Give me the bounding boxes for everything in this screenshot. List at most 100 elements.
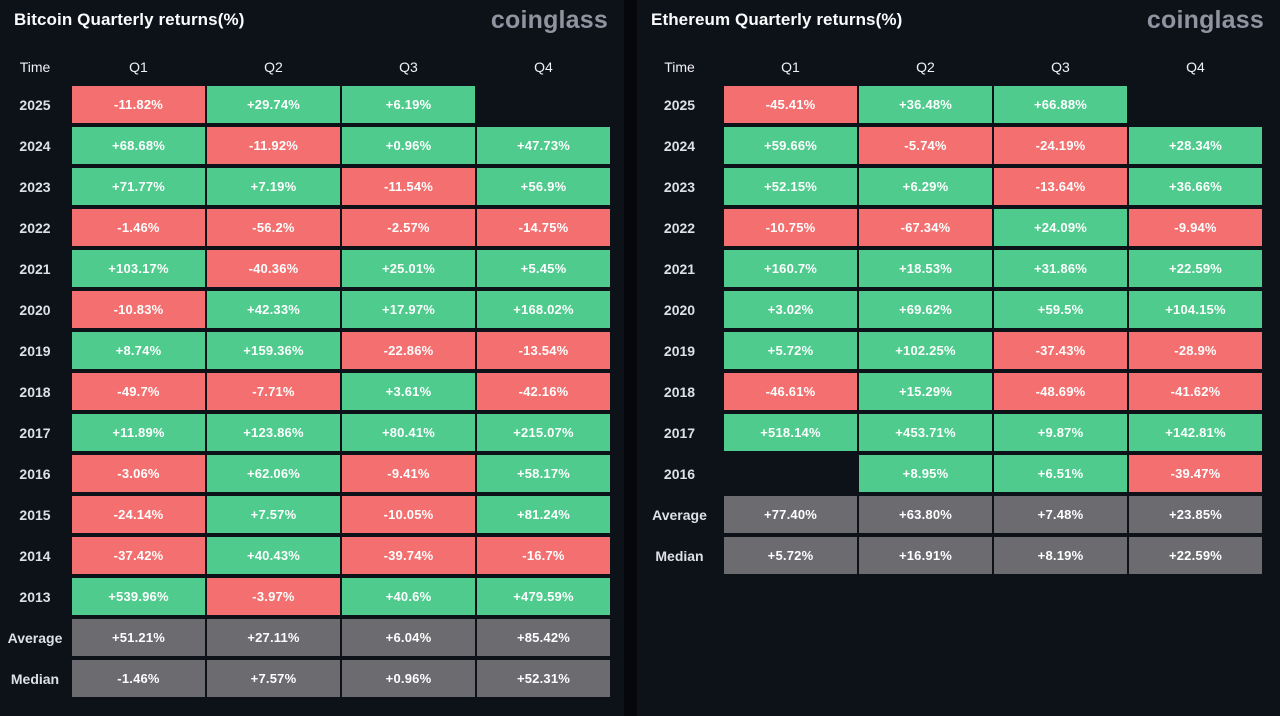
cell-2022-q4: -14.75% <box>477 209 610 246</box>
cell-2019-q2: +159.36% <box>207 332 340 369</box>
cell-2023-q2: +6.29% <box>859 168 992 205</box>
cell-median-q4: +22.59% <box>1129 537 1262 574</box>
cell-2020-q4: +168.02% <box>477 291 610 328</box>
row-label-2013: 2013 <box>19 588 51 605</box>
cell-2018-q1: -49.7% <box>72 373 205 410</box>
column-header-q4: Q4 <box>1186 59 1205 75</box>
cell-2024-q3: +0.96% <box>342 127 475 164</box>
row-label-average: Average <box>652 506 707 523</box>
cell-2016-q4: -39.47% <box>1129 455 1262 492</box>
cell-2021-q1: +103.17% <box>72 250 205 287</box>
cell-2018-q3: +3.61% <box>342 373 475 410</box>
column-header-time: Time <box>19 59 51 75</box>
cell-average-q2: +27.11% <box>207 619 340 656</box>
cell-2013-q4: +479.59% <box>477 578 610 615</box>
cell-2017-q1: +518.14% <box>724 414 857 451</box>
column-header-q4: Q4 <box>534 59 553 75</box>
cell-2019-q2: +102.25% <box>859 332 992 369</box>
cell-2025-q3: +66.88% <box>994 86 1127 123</box>
cell-2014-q3: -39.74% <box>342 537 475 574</box>
cell-2025-q1: -45.41% <box>724 86 857 123</box>
cell-2019-q4: -28.9% <box>1129 332 1262 369</box>
cell-2022-q3: +24.09% <box>994 209 1127 246</box>
panel-divider <box>624 0 637 716</box>
row-label-2023: 2023 <box>663 178 696 195</box>
row-label-2019: 2019 <box>19 342 51 359</box>
cell-2018-q4: -41.62% <box>1129 373 1262 410</box>
cell-median-q4: +52.31% <box>477 660 610 697</box>
cell-2021-q4: +5.45% <box>477 250 610 287</box>
cell-2024-q4: +28.34% <box>1129 127 1262 164</box>
cell-2023-q1: +52.15% <box>724 168 857 205</box>
cell-2025-q2: +36.48% <box>859 86 992 123</box>
row-label-2021: 2021 <box>663 260 696 277</box>
cell-2014-q4: -16.7% <box>477 537 610 574</box>
cell-median-q3: +8.19% <box>994 537 1127 574</box>
cell-2022-q1: -10.75% <box>724 209 857 246</box>
row-label-2022: 2022 <box>663 219 696 236</box>
cell-median-q2: +7.57% <box>207 660 340 697</box>
column-header-q3: Q3 <box>399 59 418 75</box>
cell-2023-q3: -11.54% <box>342 168 475 205</box>
cell-2022-q4: -9.94% <box>1129 209 1262 246</box>
cell-2019-q4: -13.54% <box>477 332 610 369</box>
row-label-2014: 2014 <box>19 547 51 564</box>
cell-2022-q3: -2.57% <box>342 209 475 246</box>
row-label-2019: 2019 <box>663 342 696 359</box>
cell-2020-q2: +42.33% <box>207 291 340 328</box>
cell-2021-q4: +22.59% <box>1129 250 1262 287</box>
cell-2025-q4 <box>1129 86 1262 123</box>
cell-2016-q1 <box>724 455 857 492</box>
row-label-2017: 2017 <box>19 424 51 441</box>
cell-2014-q1: -37.42% <box>72 537 205 574</box>
cell-2017-q3: +80.41% <box>342 414 475 451</box>
column-header-q2: Q2 <box>916 59 935 75</box>
column-header-q1: Q1 <box>781 59 800 75</box>
cell-2014-q2: +40.43% <box>207 537 340 574</box>
bitcoin-panel: Bitcoin Quarterly returns(%) coinglass T… <box>0 0 624 716</box>
cell-average-q4: +85.42% <box>477 619 610 656</box>
row-label-2016: 2016 <box>19 465 51 482</box>
cell-2015-q4: +81.24% <box>477 496 610 533</box>
cell-2017-q3: +9.87% <box>994 414 1127 451</box>
cell-2025-q3: +6.19% <box>342 86 475 123</box>
row-label-2020: 2020 <box>663 301 696 318</box>
column-header-q3: Q3 <box>1051 59 1070 75</box>
cell-2023-q3: -13.64% <box>994 168 1127 205</box>
cell-2013-q2: -3.97% <box>207 578 340 615</box>
row-label-2018: 2018 <box>663 383 696 400</box>
bitcoin-panel-header: Bitcoin Quarterly returns(%) coinglass <box>0 0 624 36</box>
cell-2024-q1: +68.68% <box>72 127 205 164</box>
cell-2021-q1: +160.7% <box>724 250 857 287</box>
cell-2024-q3: -24.19% <box>994 127 1127 164</box>
cell-2022-q1: -1.46% <box>72 209 205 246</box>
cell-2016-q2: +62.06% <box>207 455 340 492</box>
cell-2017-q2: +453.71% <box>859 414 992 451</box>
row-label-2016: 2016 <box>663 465 696 482</box>
cell-2020-q3: +17.97% <box>342 291 475 328</box>
row-label-median: Median <box>10 670 60 687</box>
cell-average-q2: +63.80% <box>859 496 992 533</box>
coinglass-logo: coinglass <box>1146 5 1264 34</box>
cell-2018-q4: -42.16% <box>477 373 610 410</box>
cell-2021-q3: +25.01% <box>342 250 475 287</box>
ethereum-panel: Ethereum Quarterly returns(%) coinglass … <box>637 0 1280 716</box>
row-label-median: Median <box>655 547 704 564</box>
ethereum-panel-header: Ethereum Quarterly returns(%) coinglass <box>637 0 1280 36</box>
cell-2023-q4: +56.9% <box>477 168 610 205</box>
cell-2020-q2: +69.62% <box>859 291 992 328</box>
row-label-2021: 2021 <box>19 260 51 277</box>
row-label-2018: 2018 <box>19 383 51 400</box>
cell-average-q1: +77.40% <box>724 496 857 533</box>
cell-2017-q4: +215.07% <box>477 414 610 451</box>
cell-2019-q3: -22.86% <box>342 332 475 369</box>
cell-2016-q3: -9.41% <box>342 455 475 492</box>
cell-2018-q3: -48.69% <box>994 373 1127 410</box>
row-label-2025: 2025 <box>663 96 696 113</box>
cell-2020-q3: +59.5% <box>994 291 1127 328</box>
cell-2025-q4 <box>477 86 610 123</box>
coinglass-logo: coinglass <box>490 5 608 34</box>
cell-2017-q4: +142.81% <box>1129 414 1262 451</box>
cell-median-q2: +16.91% <box>859 537 992 574</box>
cell-2024-q4: +47.73% <box>477 127 610 164</box>
